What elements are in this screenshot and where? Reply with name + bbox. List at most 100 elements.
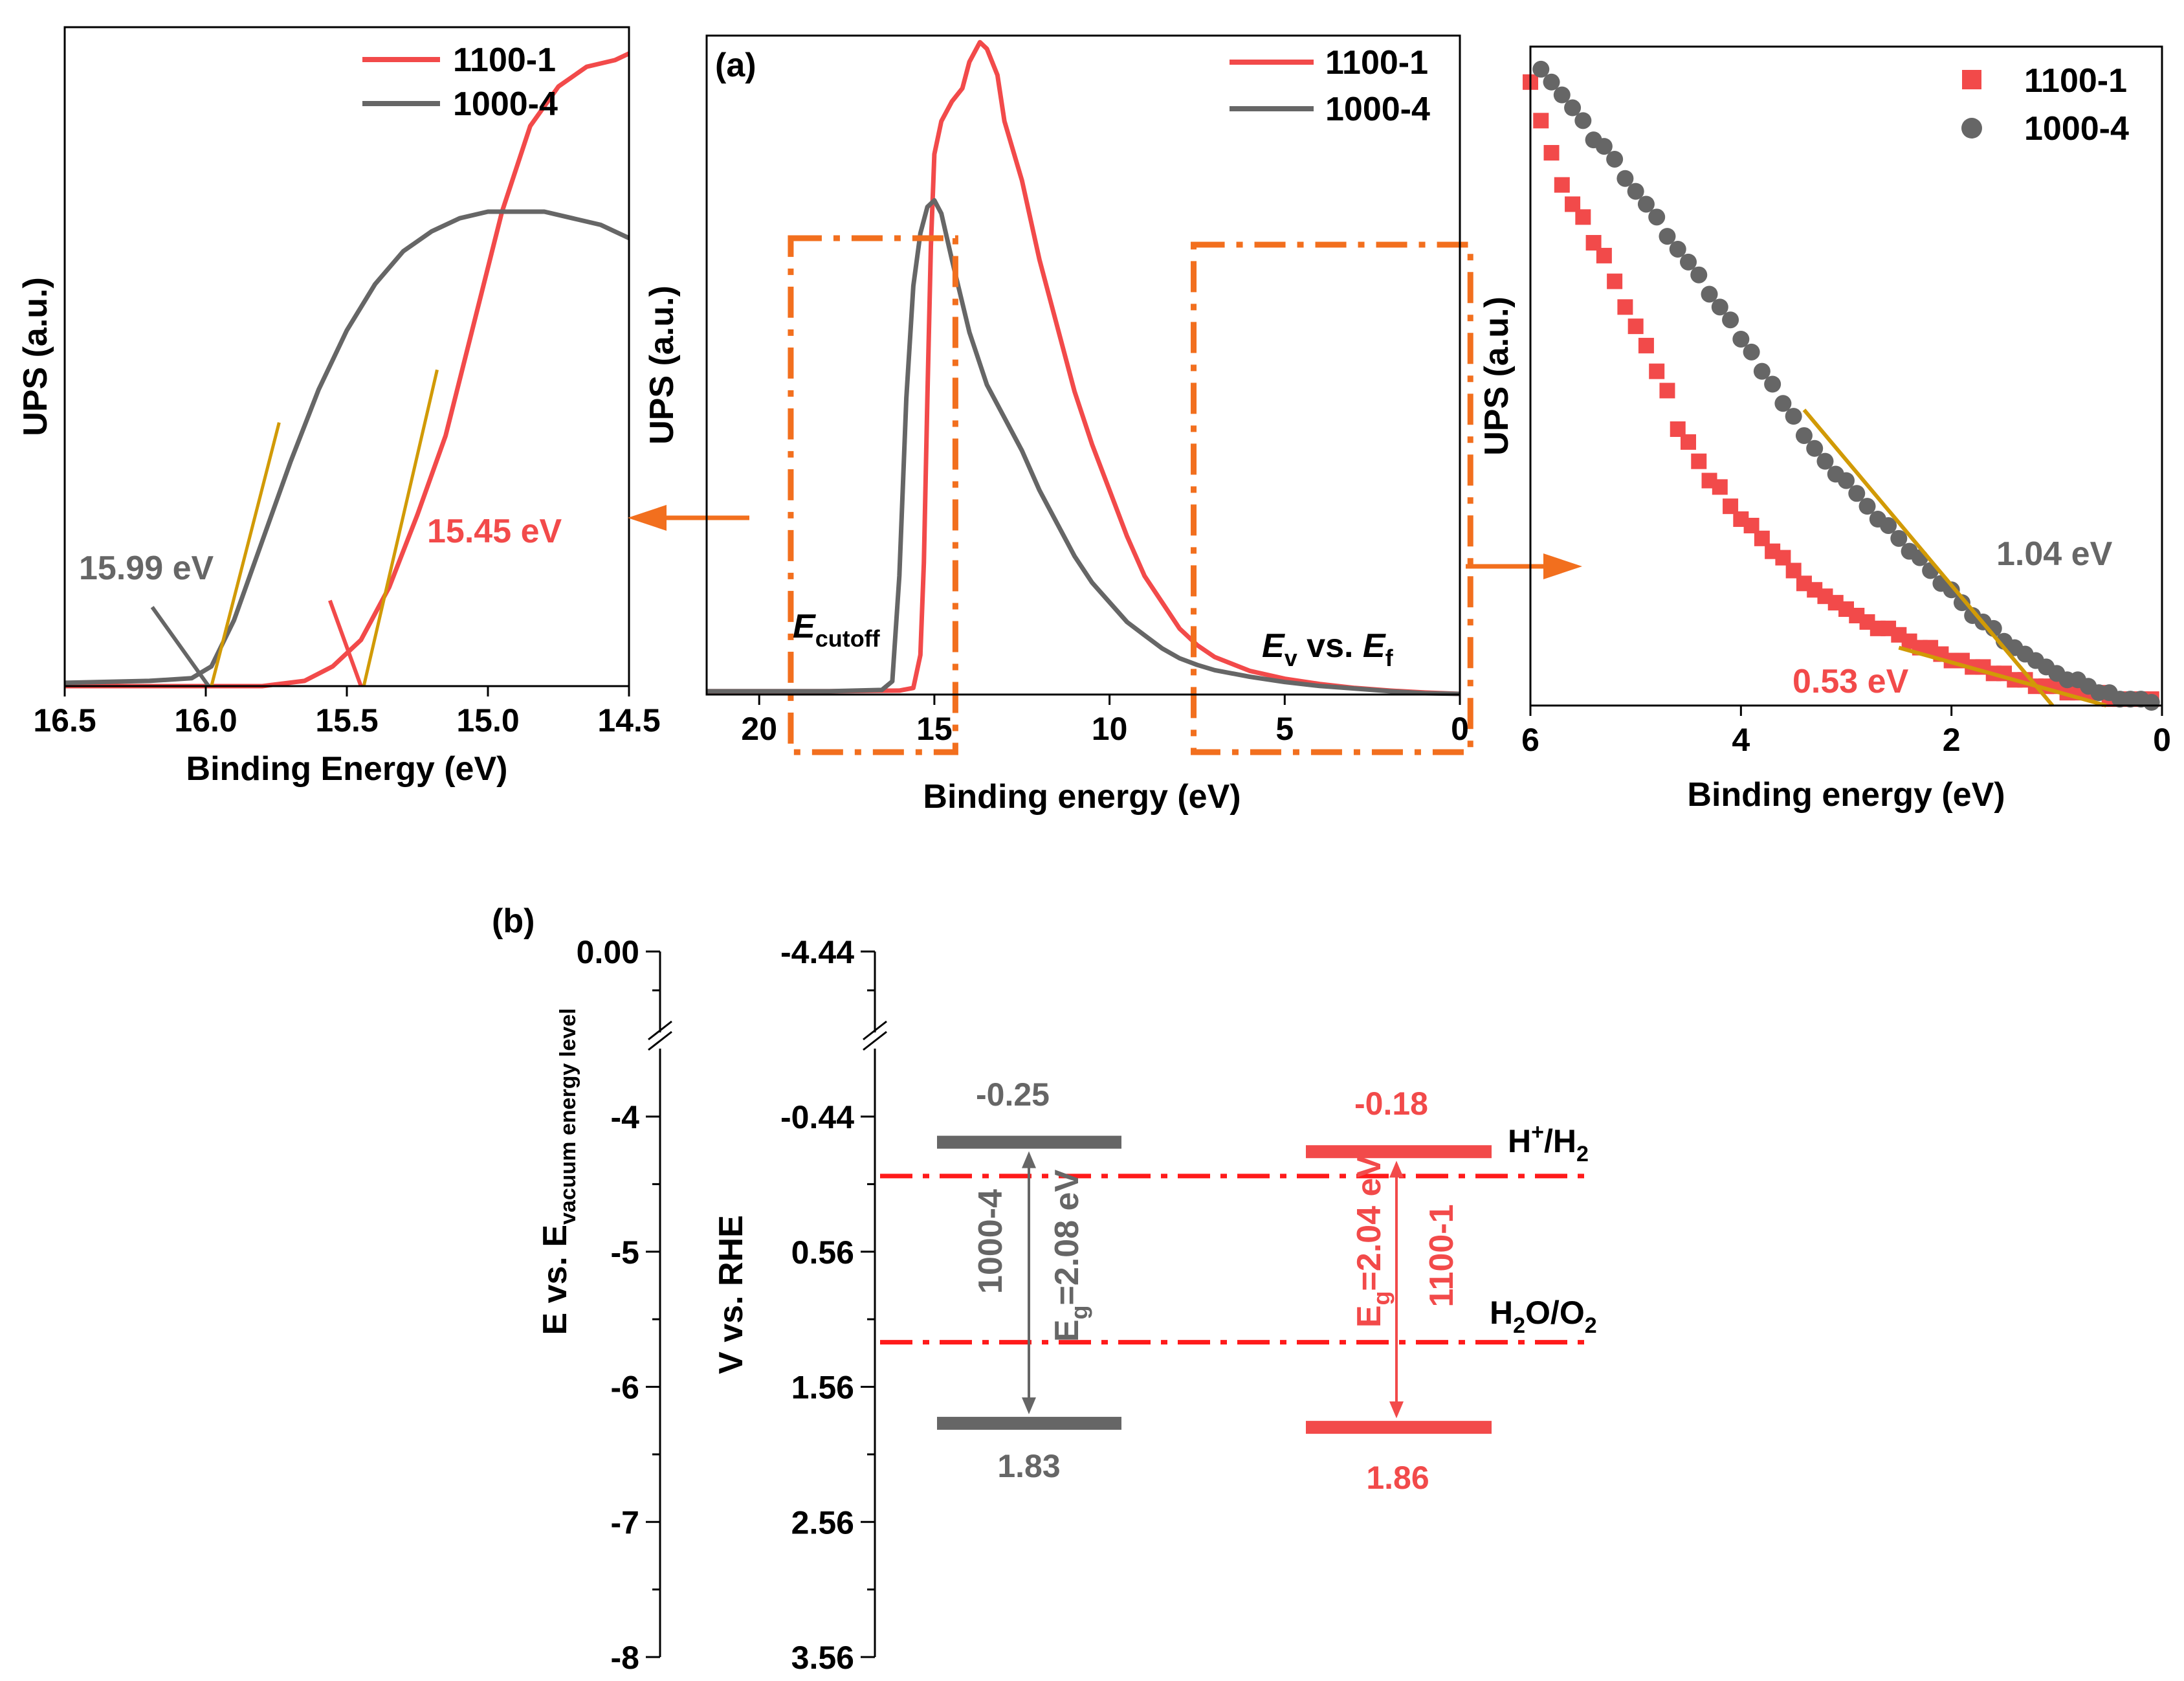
left-annotation-15.99: 15.99 eV (79, 550, 214, 587)
point-1000-4 (1574, 112, 1592, 129)
point-1000-4 (1795, 427, 1813, 444)
right-zoom-x-ticks: 6 4 2 0 (1521, 706, 2171, 758)
point-1000-4 (1880, 517, 1897, 534)
band-levels (880, 1135, 1589, 1434)
arrow-left-head (628, 505, 667, 531)
point-1000-4 (1690, 266, 1708, 284)
point-1000-4 (1743, 343, 1760, 361)
point-1000-4 (1806, 440, 1824, 457)
right-axis-tick-label: -4.44 (780, 934, 854, 970)
bandgap-arrowhead-top (1389, 1161, 1404, 1178)
axis-break-mark (863, 1030, 887, 1051)
point-1000-4 (1637, 195, 1655, 213)
center-xlabel: Binding energy (eV) (923, 778, 1241, 816)
point-1000-4 (1669, 240, 1686, 258)
point-1000-4 (1711, 298, 1728, 316)
ev-main: E (1262, 627, 1285, 665)
series-line-1000-4 (707, 198, 1461, 696)
h2-mid: /H (1544, 1123, 1576, 1159)
point-1000-4 (1890, 529, 1908, 547)
ev-sub: v (1285, 645, 1297, 671)
left-axis-tick-label: -4 (611, 1099, 640, 1135)
center-frame (705, 34, 1461, 696)
o2-sub1: 2 (1513, 1313, 1525, 1338)
left-axis-label-main: E vs. E (536, 1225, 574, 1335)
axis-break-mark (648, 1020, 672, 1041)
point-1000-4 (1774, 395, 1792, 412)
point-1100-1 (1638, 337, 1654, 353)
panel-band-diagram: (b) 0.00 -4.44 -4 -0.44 -5 0.56 -6 1.56 -7 2.56 -8… (492, 902, 1597, 1676)
x-tick-label: 6 (1521, 722, 1539, 758)
right-legend-swatch-1100-1 (1962, 70, 1981, 89)
point-1000-4 (1701, 285, 1718, 303)
eg-main-1000-4: E (1048, 1319, 1086, 1342)
band-eg-label-1000-4: Eg=2.08 eV (1048, 1170, 1092, 1342)
eg-main-1100-1: E (1351, 1305, 1388, 1328)
x-tick-label: 16.0 (174, 702, 237, 739)
fit-line-1 (1898, 645, 2107, 707)
fit-line-1 (362, 369, 439, 687)
o2-mid: O/O (1525, 1295, 1585, 1331)
fit-line-0 (1802, 408, 2055, 707)
point-1100-1 (1649, 363, 1665, 379)
x-tick-label: 4 (1732, 722, 1750, 758)
highlight-box-1 (1191, 241, 1473, 755)
arrow-right-head (1543, 553, 1582, 579)
axis-break-mark (863, 1020, 887, 1041)
right-legend-label-1100-1: 1100-1 (2024, 62, 2127, 100)
right-axis-tick-label: 3.56 (791, 1640, 854, 1676)
e-cutoff-sub: cutoff (815, 625, 881, 652)
x-tick-label: 10 (1092, 711, 1128, 747)
point-1000-4 (1859, 498, 1876, 515)
x-tick-label: 0 (2153, 722, 2171, 758)
series-line-1000-4 (64, 209, 630, 685)
x-tick-label: 14.5 (597, 702, 660, 739)
bandgap-arrowhead-top (1022, 1151, 1036, 1168)
left-zoom-xlabel: Binding Energy (eV) (186, 750, 508, 788)
band-sample-label-1100-1: 1100-1 (1423, 1204, 1461, 1307)
point-1000-4 (1732, 330, 1750, 348)
right-zoom-data (1523, 60, 2160, 711)
left-axis-tick-label: 0.00 (577, 934, 639, 970)
e-cutoff-main: E (793, 608, 816, 645)
onset-marker-1 (328, 599, 363, 687)
eg-sub-1000-4: g (1066, 1305, 1092, 1319)
point-1000-4 (1848, 485, 1866, 502)
point-1100-1 (1575, 209, 1591, 225)
series-line-1100-1 (707, 39, 1461, 696)
point-1100-1 (1712, 479, 1728, 495)
point-1000-4 (1564, 99, 1582, 117)
left-zoom-x-ticks: 16.5 16.0 15.5 15.0 14.5 (33, 686, 661, 739)
x-tick-label: 0 (1451, 711, 1469, 747)
point-1000-4 (1838, 472, 1855, 489)
ef-sub: f (1385, 645, 1394, 671)
h2-sub: 2 (1576, 1142, 1589, 1166)
right-zoom-frame (1529, 45, 2163, 707)
band-cb-label-1100-1: -0.18 (1354, 1085, 1428, 1122)
right-axis-tick-label: -0.44 (780, 1099, 854, 1135)
panel-label-a: (a) (715, 47, 756, 84)
redox-label-o2: H2O/O2 (1490, 1295, 1597, 1338)
right-axis-tick-label: 2.56 (791, 1504, 854, 1541)
right-annotation-1.04: 1.04 eV (1996, 535, 2113, 573)
point-1000-4 (1943, 581, 1960, 599)
x-tick-label: 15.5 (315, 702, 378, 739)
center-ylabel: UPS (a.u.) (643, 285, 681, 445)
annotation-e-cutoff: Ecutoff (793, 608, 881, 652)
center-highlight-boxes (788, 235, 1473, 755)
left-annotation-15.45: 15.45 eV (427, 513, 562, 550)
right-annotation-0.53: 0.53 eV (1792, 663, 1909, 700)
left-zoom-ylabel: UPS (a.u.) (17, 277, 54, 436)
center-legend-label-1000-4: 1000-4 (1325, 91, 1430, 128)
band-vb-label-1100-1: 1.86 (1366, 1460, 1429, 1496)
right-zoom-ylabel: UPS (a.u.) (1478, 296, 1516, 456)
eg-value-1000-4: =2.08 eV (1048, 1170, 1086, 1306)
fit-line-0 (210, 422, 281, 687)
point-1000-4 (1616, 170, 1634, 187)
point-1000-4 (1595, 138, 1613, 155)
o2-main: H (1490, 1295, 1513, 1331)
bandgap-arrowhead-bottom (1022, 1397, 1036, 1414)
point-1000-4 (1627, 183, 1644, 200)
